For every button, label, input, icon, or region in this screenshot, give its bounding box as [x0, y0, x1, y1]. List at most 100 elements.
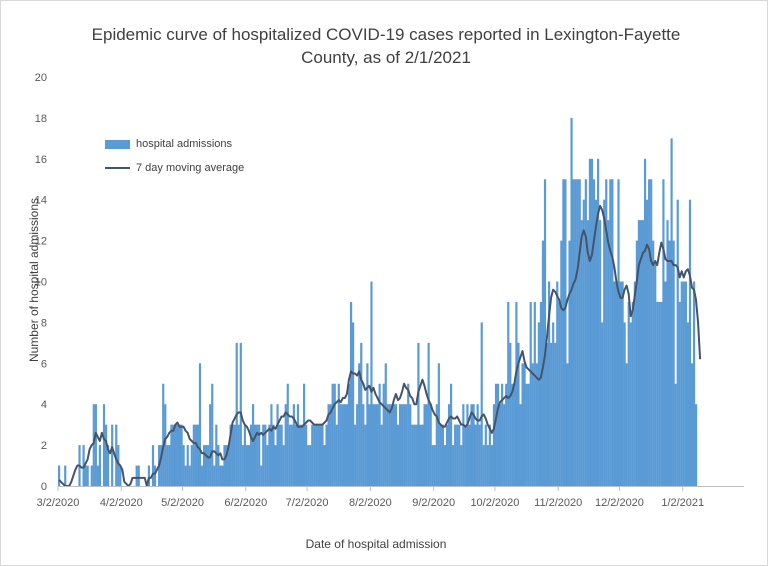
bar [370, 281, 373, 486]
bar [623, 322, 626, 486]
bar [362, 404, 365, 486]
bar [266, 445, 269, 486]
bar [352, 322, 355, 486]
bar [603, 199, 606, 486]
bar [117, 445, 120, 486]
bar [499, 404, 502, 486]
bar [317, 424, 320, 486]
bar [198, 363, 202, 486]
bar [445, 424, 449, 486]
bar [254, 424, 257, 486]
y-tick-label: 14 [35, 195, 47, 207]
bar [443, 445, 447, 486]
bar [615, 281, 618, 486]
bar [605, 179, 608, 486]
bar [607, 220, 610, 486]
bar [633, 281, 636, 486]
bar [407, 383, 410, 486]
bar [509, 342, 512, 486]
bar [501, 383, 504, 486]
bar [94, 404, 97, 486]
bar [372, 404, 375, 486]
bar [184, 465, 187, 486]
bar [205, 445, 208, 486]
bar [458, 424, 461, 486]
x-tick-label: 11/2/2020 [534, 497, 582, 509]
bar [241, 445, 244, 486]
bar [682, 281, 685, 486]
bar [325, 424, 328, 486]
bar [417, 342, 420, 486]
x-tick-label: 1/2/2021 [661, 497, 704, 509]
bar [523, 363, 526, 486]
bar [505, 383, 508, 486]
bar [533, 301, 536, 486]
bar [398, 404, 402, 486]
bar [164, 404, 167, 486]
bar [178, 424, 181, 486]
bar [172, 424, 175, 486]
bar [366, 363, 369, 486]
y-axis-ticks: 0 2 4 6 8 10 12 14 16 18 20 [35, 72, 47, 493]
bar [668, 240, 671, 486]
y-tick-label: 18 [35, 113, 47, 125]
bar [282, 445, 285, 486]
bar [539, 301, 543, 486]
bar [554, 342, 557, 486]
bar [192, 424, 195, 486]
bar [513, 383, 516, 486]
bar [339, 404, 342, 486]
bar [460, 445, 463, 486]
bar [643, 158, 647, 487]
bar [286, 383, 289, 486]
bar [315, 424, 318, 486]
bar [435, 404, 438, 486]
bar [535, 363, 538, 486]
bar [360, 342, 363, 486]
bar [382, 383, 385, 486]
bar [231, 424, 234, 486]
bar [666, 220, 669, 486]
bar [631, 301, 634, 486]
bar [409, 404, 412, 486]
bar [151, 445, 155, 486]
bar [162, 383, 165, 486]
bar [621, 281, 624, 486]
bar [662, 179, 665, 486]
bar [441, 424, 445, 486]
bar [411, 424, 414, 486]
bar [486, 445, 489, 486]
bar [333, 383, 336, 486]
bar [207, 445, 210, 486]
bar [617, 179, 620, 486]
bar [652, 240, 655, 486]
bar [641, 220, 645, 486]
bar [529, 301, 532, 486]
bar [468, 424, 471, 486]
bar [462, 404, 465, 486]
bar [135, 465, 138, 486]
bar [625, 363, 628, 486]
bar [678, 301, 681, 486]
bar [294, 424, 298, 486]
bar [566, 363, 569, 486]
x-tick-label: 5/2/2020 [161, 497, 204, 509]
bar [288, 424, 291, 486]
x-tick-label: 9/2/2020 [412, 497, 455, 509]
bar [347, 383, 351, 486]
bar [213, 465, 216, 486]
bar [341, 404, 344, 486]
bar [104, 424, 108, 486]
bar [298, 424, 302, 486]
bar [276, 404, 279, 486]
bar [578, 179, 581, 486]
bar [331, 383, 334, 486]
bar [413, 424, 416, 486]
bar [268, 424, 271, 486]
y-tick-label: 10 [35, 277, 47, 289]
bar [307, 445, 310, 486]
bar [592, 179, 596, 486]
bar [388, 404, 391, 486]
bar [390, 404, 393, 486]
